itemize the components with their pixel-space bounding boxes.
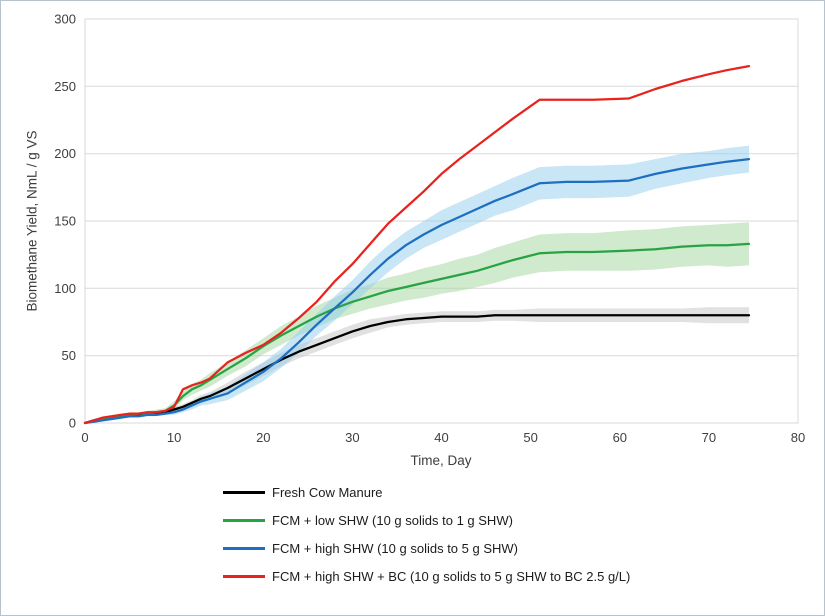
legend-line-swatch-blue	[223, 547, 265, 550]
legend-line-swatch-red	[223, 575, 265, 578]
svg-text:10: 10	[167, 430, 181, 445]
legend-label: FCM + high SHW + BC (10 g solids to 5 g …	[272, 569, 631, 584]
svg-text:50: 50	[62, 348, 76, 363]
legend-item-fcm-high-shw: FCM + high SHW (10 g solids to 5 g SHW)	[223, 541, 630, 556]
svg-text:70: 70	[702, 430, 716, 445]
svg-text:40: 40	[434, 430, 448, 445]
svg-text:0: 0	[69, 416, 76, 431]
svg-text:100: 100	[54, 281, 76, 296]
svg-text:0: 0	[81, 430, 88, 445]
legend-item-fresh-cow-manure: Fresh Cow Manure	[223, 485, 630, 500]
svg-text:300: 300	[54, 12, 76, 27]
x-axis-title: Time, Day	[410, 453, 472, 468]
svg-text:60: 60	[613, 430, 627, 445]
legend-label: Fresh Cow Manure	[272, 485, 383, 500]
legend-label: FCM + low SHW (10 g solids to 1 g SHW)	[272, 513, 513, 528]
legend-line-swatch-black	[223, 491, 265, 494]
legend-item-fcm-high-shw-bc: FCM + high SHW + BC (10 g solids to 5 g …	[223, 569, 630, 584]
svg-text:50: 50	[523, 430, 537, 445]
legend-label: FCM + high SHW (10 g solids to 5 g SHW)	[272, 541, 518, 556]
y-axis-title: Biomethane Yield, NmL / g VS	[24, 130, 40, 312]
svg-text:30: 30	[345, 430, 359, 445]
legend-line-swatch-green	[223, 519, 265, 522]
legend-item-fcm-low-shw: FCM + low SHW (10 g solids to 1 g SHW)	[223, 513, 630, 528]
svg-text:80: 80	[791, 430, 805, 445]
svg-text:200: 200	[54, 146, 76, 161]
biomethane-yield-line-chart: 0 50 100 150 200 250 300 0 10 20 30 40 50 60 70 80	[54, 12, 805, 446]
svg-text:250: 250	[54, 79, 76, 94]
svg-text:20: 20	[256, 430, 270, 445]
chart-legend: Fresh Cow Manure FCM + low SHW (10 g sol…	[223, 485, 630, 584]
svg-text:150: 150	[54, 214, 76, 229]
